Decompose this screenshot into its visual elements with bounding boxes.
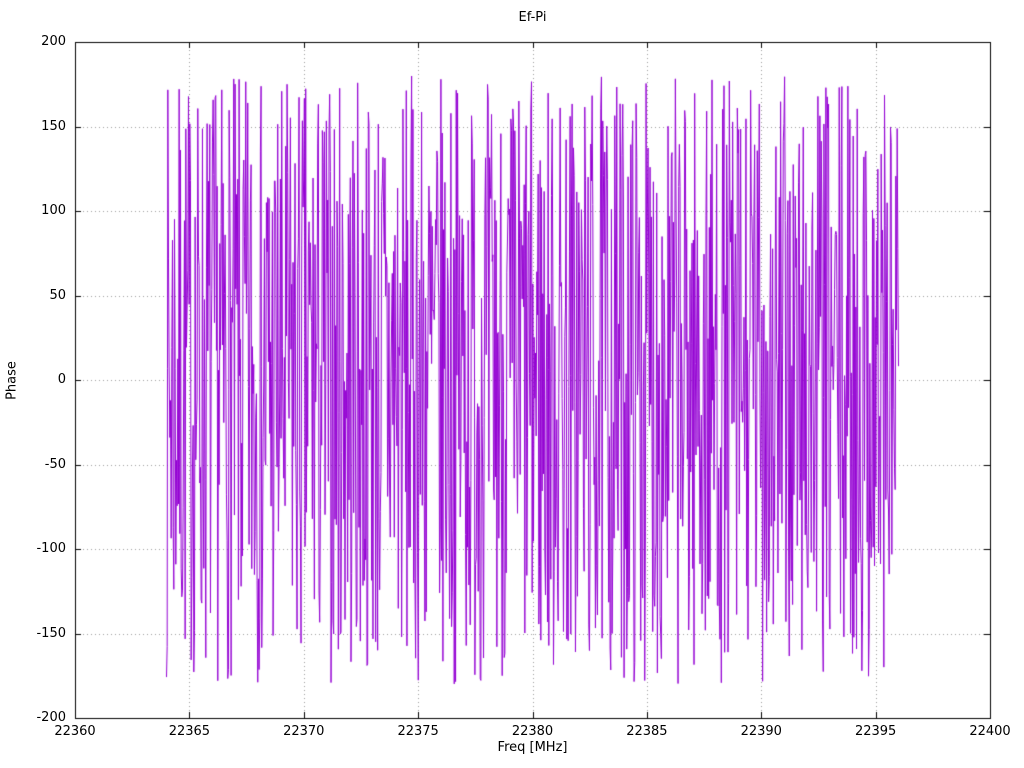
x-tick-label: 22370 <box>283 724 325 739</box>
y-tick-label: -100 <box>36 541 66 556</box>
y-tick-label: -150 <box>36 625 66 641</box>
y-tick-label: 150 <box>41 118 66 134</box>
x-tick-label: 22360 <box>54 724 96 739</box>
y-tick-label: 0 <box>57 372 66 387</box>
x-tick-label: 22400 <box>969 724 1011 739</box>
y-tick-label: 200 <box>41 34 66 49</box>
x-axis-label: Freq [MHz] <box>497 740 568 755</box>
chart-title: Ef-Pi <box>518 10 547 25</box>
y-tick-label: -50 <box>44 456 66 472</box>
x-tick-label: 22385 <box>626 724 668 739</box>
x-tick-label: 22395 <box>854 724 897 739</box>
x-tick-label: 22390 <box>740 724 782 739</box>
y-tick-label: 50 <box>49 287 66 303</box>
x-tick-label: 22365 <box>168 724 211 739</box>
y-tick-label: 100 <box>41 203 66 218</box>
x-tick-label: 22380 <box>511 724 554 739</box>
x-tick-label: 22375 <box>397 724 439 739</box>
y-tick-label: -200 <box>36 710 66 725</box>
